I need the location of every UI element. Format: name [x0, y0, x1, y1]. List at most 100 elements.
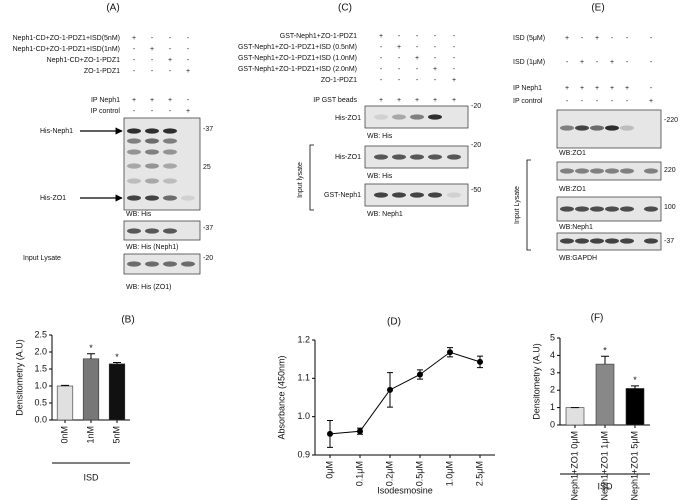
y-axis-title: Densitometry (A.U)	[531, 343, 541, 420]
treatment-sign: -	[434, 33, 437, 40]
treatment-sign: -	[151, 35, 154, 42]
band	[145, 228, 159, 234]
treatment-sign: +	[150, 97, 154, 104]
y-tick-label: 2.5	[34, 329, 47, 339]
treatment-name: IP Neph1	[513, 85, 542, 92]
treatment-name: IP control	[91, 108, 121, 115]
y-tick-label: 1.2	[297, 334, 310, 344]
mw-marker: -37	[203, 126, 213, 133]
treatment-sign: -	[650, 59, 653, 66]
treatment-sign: -	[151, 108, 154, 115]
band	[410, 154, 424, 160]
bar	[108, 363, 126, 421]
significance: *	[89, 343, 93, 353]
mw-marker: 100	[664, 204, 676, 211]
panel-label: (A)	[106, 3, 119, 14]
mw-marker: -20	[203, 255, 213, 262]
band	[163, 128, 177, 134]
band	[644, 168, 658, 174]
treatment-name: Neph1-CD+ZO-1-PDZ1+ISD(1nM)	[13, 46, 120, 53]
treatment-sign: -	[626, 98, 629, 105]
treatment-name: ISD (5μM)	[513, 35, 545, 42]
treatment-sign: -	[596, 59, 599, 66]
band	[127, 138, 141, 144]
bar	[625, 388, 645, 426]
treatment-sign: -	[380, 77, 383, 84]
band	[410, 192, 424, 198]
band	[620, 206, 634, 212]
panel-label: (E)	[591, 3, 604, 14]
treatment-name: IP Neph1	[91, 97, 120, 104]
band	[644, 206, 658, 212]
x-tick-label: 1.0μM	[444, 461, 454, 486]
treatment-sign: +	[186, 108, 190, 115]
x-tick-label: 0.1μM	[354, 461, 364, 486]
treatment-name: GST-Neph1+ZO-1-PDZ1+ISD (1.0nM)	[238, 55, 357, 62]
line	[329, 351, 481, 435]
treatment-name: GST-Neph1+ZO-1-PDZ1+ISD (2.0nM)	[238, 66, 357, 73]
treatment-sign: -	[187, 97, 190, 104]
x-tick-label: Neph1+ZO1 1μM	[599, 431, 609, 500]
treatment-sign: -	[398, 55, 401, 62]
band	[560, 206, 574, 212]
point	[417, 371, 423, 378]
x-tick-label: Neph1+ZO1 0μM	[569, 431, 579, 500]
y-tick-label: 0	[550, 419, 555, 429]
treatment-sign: -	[626, 59, 629, 66]
band	[605, 168, 619, 174]
treatment-sign: +	[168, 97, 172, 104]
y-tick-label: 1	[550, 402, 555, 412]
band	[145, 128, 159, 134]
band	[163, 149, 177, 155]
treatment-sign: -	[398, 33, 401, 40]
band	[127, 149, 141, 155]
band	[181, 261, 195, 267]
treatment-name: IP control	[513, 98, 543, 105]
treatment-sign: -	[611, 98, 614, 105]
treatment-sign: +	[379, 33, 383, 40]
x-tick-label: 5nM	[111, 426, 121, 444]
y-tick-label: 1.1	[297, 373, 310, 383]
band	[374, 192, 388, 198]
treatment-sign: -	[453, 66, 456, 73]
treatment-sign: +	[580, 85, 584, 92]
treatment-sign: -	[416, 44, 419, 51]
band	[145, 261, 159, 267]
band	[145, 178, 159, 184]
y-tick-label: 0.0	[34, 414, 47, 424]
band	[620, 168, 634, 174]
treatment-sign: -	[151, 68, 154, 75]
treatment-sign: -	[611, 35, 614, 42]
error-bar	[631, 385, 639, 389]
x-tick-label: 0.2μM	[384, 461, 394, 486]
treatment-sign: -	[380, 66, 383, 73]
band-label: His-ZO1	[40, 195, 66, 202]
band	[560, 168, 574, 174]
treatment-sign: +	[132, 97, 136, 104]
x-tick-label: Neph1+ZO1 5μM	[629, 431, 639, 500]
treatment-sign: -	[416, 77, 419, 84]
treatment-sign: +	[610, 85, 614, 92]
panel-label: (C)	[338, 3, 352, 14]
band	[590, 206, 604, 212]
y-axis-title: Absorbance (450nm)	[276, 355, 286, 439]
treatment-sign: -	[650, 85, 653, 92]
treatment-sign: -	[453, 33, 456, 40]
error-bar	[87, 353, 95, 359]
band	[145, 138, 159, 144]
treatment-sign: +	[565, 35, 569, 42]
band	[560, 238, 574, 244]
treatment-sign: -	[169, 68, 172, 75]
treatment-name: Neph1-CD+ZO-1-PDZ1	[47, 57, 120, 64]
blot-caption: WB: His	[367, 133, 393, 140]
treatment-sign: -	[169, 35, 172, 42]
point	[327, 430, 333, 437]
band	[163, 228, 177, 234]
band	[620, 125, 634, 131]
treatment-sign: +	[452, 77, 456, 84]
point	[447, 349, 453, 356]
treatment-sign: -	[416, 33, 419, 40]
band	[590, 168, 604, 174]
treatment-name: GST-Neph1+ZO-1-PDZ1+ISD (0.5nM)	[238, 44, 357, 51]
treatment-sign: -	[380, 44, 383, 51]
